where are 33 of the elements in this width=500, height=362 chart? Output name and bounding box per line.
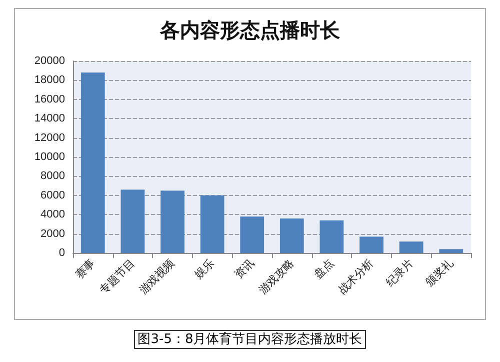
x-tick-label: 战术分析 <box>336 256 376 297</box>
x-tick-label: 游戏视频 <box>136 256 178 297</box>
x-tick-label: 资讯 <box>232 256 257 282</box>
x-tick-label: 赛事 <box>72 256 98 282</box>
bar <box>320 220 344 253</box>
y-tick-label: 10000 <box>34 151 65 163</box>
x-tick-label: 盘点 <box>312 256 336 282</box>
bar <box>360 236 384 253</box>
bar <box>399 241 424 253</box>
x-tick-label: 专题节目 <box>96 256 138 297</box>
bar <box>120 190 145 253</box>
bar <box>439 249 464 253</box>
y-tick-label: 14000 <box>34 112 65 125</box>
x-tick-label: 纪录片 <box>383 256 416 289</box>
bar <box>200 195 224 253</box>
bar <box>160 190 184 253</box>
x-tick-label: 颁奖礼 <box>423 256 456 289</box>
y-tick-label: 18000 <box>34 74 65 86</box>
bar <box>80 72 105 253</box>
caption: 图3-5：8月体育节目内容形态播放时长 <box>134 330 366 349</box>
y-tick-label: 6000 <box>40 189 65 202</box>
chart-title: 各内容形态点播时长 <box>159 18 341 42</box>
bar <box>240 216 264 253</box>
y-tick-label: 2000 <box>40 228 65 240</box>
y-tick-label: 12000 <box>34 132 65 144</box>
y-tick-label: 8000 <box>40 170 65 182</box>
bar <box>280 218 304 253</box>
y-tick-label: 4000 <box>40 208 65 221</box>
y-tick-label: 16000 <box>34 93 65 106</box>
y-tick-label: 0 <box>58 247 65 259</box>
x-tick-label: 游戏攻略 <box>256 256 296 297</box>
x-tick-label: 娱乐 <box>192 256 217 282</box>
y-tick-label: 20000 <box>34 55 65 67</box>
